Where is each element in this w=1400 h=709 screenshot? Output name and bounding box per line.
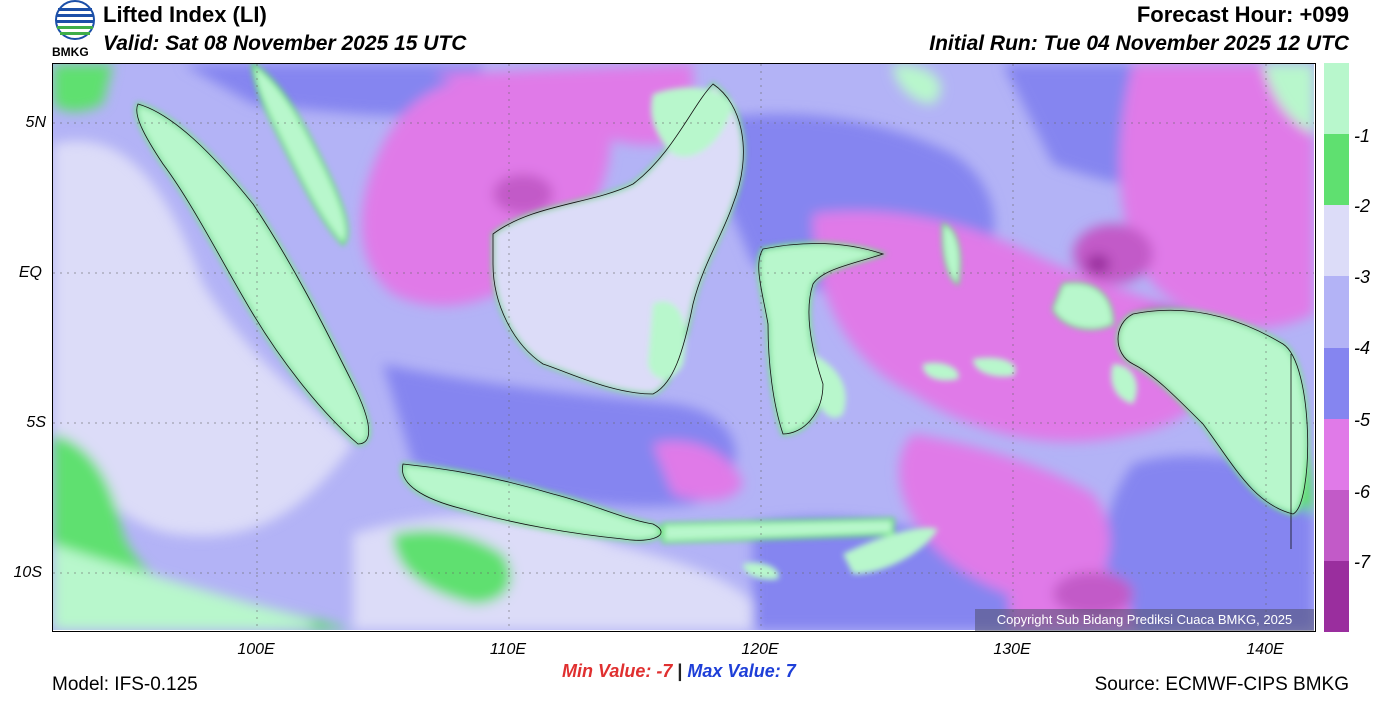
- colorbar-swatch: [1324, 489, 1349, 561]
- valid-time: Valid: Sat 08 November 2025 15 UTC: [103, 32, 467, 55]
- lat-label-10s: 10S: [13, 564, 42, 581]
- lat-label-5s: 5S: [26, 414, 46, 431]
- colorbar-swatch: [1324, 205, 1349, 277]
- colorbar-label: -6: [1354, 482, 1371, 502]
- lon-label-120e: 120E: [741, 641, 779, 658]
- colorbar-label: -5: [1354, 410, 1371, 430]
- colorbar-swatch: [1324, 63, 1349, 135]
- colorbar-swatch: [1324, 418, 1349, 490]
- colorbar-label: -2: [1354, 196, 1371, 216]
- min-max-values: Min Value: -7 | Max Value: 7: [562, 661, 796, 682]
- lon-label-100e: 100E: [237, 641, 275, 658]
- colorbar-label: -4: [1354, 338, 1371, 358]
- colorbar-swatch: [1324, 276, 1349, 348]
- max-value: Max Value: 7: [687, 661, 796, 681]
- lon-label-110e: 110E: [489, 641, 527, 658]
- lat-label-5n: 5N: [25, 114, 46, 131]
- lat-label-eq: EQ: [18, 264, 42, 281]
- map-canvas: [53, 61, 1314, 630]
- copyright-notice: Copyright Sub Bidang Prediksi Cuaca BMKG…: [975, 609, 1314, 631]
- min-value: Min Value: -7: [562, 661, 673, 681]
- map-title: Lifted Index (LI): [103, 2, 267, 27]
- bmkg-logo: [50, 0, 100, 60]
- min-max-separator: |: [677, 661, 683, 681]
- data-source: Source: ECMWF-CIPS BMKG: [1094, 674, 1349, 695]
- colorbar-label: -7: [1354, 552, 1371, 572]
- colorbar-swatch: [1324, 134, 1349, 206]
- initial-run: Initial Run: Tue 04 November 2025 12 UTC: [929, 32, 1349, 55]
- logo-text: BMKG: [52, 45, 89, 59]
- colorbar-label: -1: [1354, 126, 1371, 146]
- colorbar: [1324, 63, 1349, 632]
- lon-label-140e: 140E: [1246, 641, 1284, 658]
- colorbar-label: -3: [1354, 267, 1371, 287]
- lon-label-130e: 130E: [993, 641, 1031, 658]
- model-name: Model: IFS-0.125: [52, 674, 198, 695]
- colorbar-swatch: [1324, 560, 1349, 632]
- colorbar-swatch: [1324, 347, 1349, 419]
- lifted-index-map[interactable]: [52, 61, 1316, 632]
- forecast-hour: Forecast Hour: +099: [1136, 2, 1349, 27]
